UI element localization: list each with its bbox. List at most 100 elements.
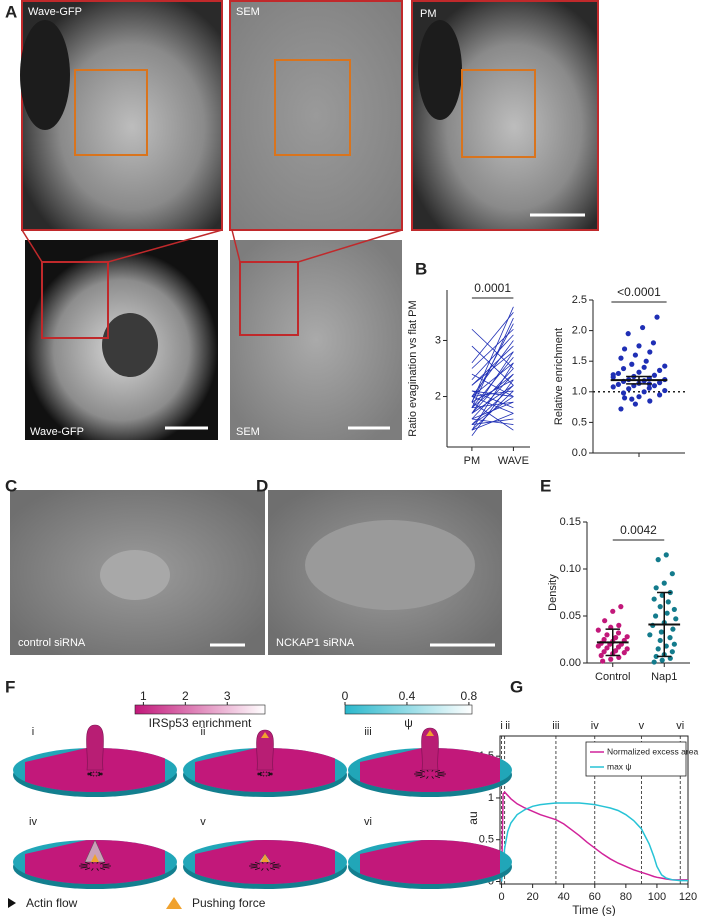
legend-label: Pushing force <box>192 896 266 910</box>
plot-frame <box>499 735 689 885</box>
pair-line <box>471 317 514 408</box>
pair-line <box>471 401 514 431</box>
actin-flow <box>98 774 103 776</box>
actin-flow <box>102 866 110 869</box>
x-tick-label: Control <box>595 671 630 683</box>
image-label: SEM <box>236 426 260 438</box>
x-axis-label: Time (s) <box>572 903 616 916</box>
actin-flow <box>267 774 271 777</box>
colorbar-label: ψ <box>404 716 413 730</box>
stage-label: vi <box>676 720 684 732</box>
actin-flow <box>434 769 441 773</box>
irsp53-region <box>360 840 500 884</box>
data-point <box>620 390 627 396</box>
x-tick-label: 0 <box>498 891 504 903</box>
colorbar-tick-label: 0.8 <box>461 689 478 703</box>
actin-flow <box>268 772 273 774</box>
y-axis-label: Relative enrichment <box>553 328 565 425</box>
actin-flow <box>87 772 92 774</box>
series-line <box>500 790 688 882</box>
y-tick-label: 2 <box>435 390 441 402</box>
pair-line <box>471 390 514 397</box>
data-point <box>615 381 621 388</box>
data-point <box>653 653 659 660</box>
data-point <box>665 599 671 605</box>
data-point <box>610 384 616 390</box>
series-line <box>500 802 688 882</box>
y-axis-label: au <box>466 811 480 824</box>
data-point <box>604 632 610 638</box>
actin-flow <box>269 861 276 865</box>
data-point <box>632 352 638 358</box>
y-tick-label: 2.5 <box>572 294 587 306</box>
actin-flow <box>259 774 263 777</box>
data-point <box>600 658 606 664</box>
actin-flow <box>89 771 93 774</box>
colorbar-label: IRSp53 enrichment <box>149 716 252 730</box>
actin-flow <box>415 771 423 774</box>
image-label: Wave-GFP <box>28 6 82 18</box>
panel-label: D <box>256 476 268 495</box>
data-point <box>610 372 616 378</box>
y-tick-label: 3 <box>435 334 441 346</box>
stage-label: v <box>200 816 206 828</box>
panel-label: G <box>510 677 523 696</box>
data-point <box>641 389 647 395</box>
y-tick-label: 0.5 <box>572 416 587 428</box>
data-point <box>671 606 677 613</box>
image-label: control siRNA <box>18 637 86 649</box>
actin-flow <box>267 771 271 774</box>
pushing-force <box>261 732 269 738</box>
data-point <box>625 331 631 337</box>
colorbar <box>344 704 473 715</box>
data-point <box>652 613 659 619</box>
actin-flow <box>250 866 258 869</box>
colorbar-tick-label: 0 <box>342 689 349 703</box>
data-point <box>647 632 653 638</box>
legend-box <box>585 741 687 777</box>
actin-flow <box>80 866 88 869</box>
protrusion <box>256 729 274 771</box>
data-point <box>657 637 663 644</box>
data-point <box>657 367 663 373</box>
actin-flow <box>269 867 276 871</box>
protrusion <box>86 724 104 771</box>
actin-flow <box>268 774 273 776</box>
legend-force <box>166 897 182 909</box>
data-point <box>610 608 616 614</box>
actin-flow <box>87 774 92 776</box>
actin-flow <box>97 774 101 777</box>
data-point <box>662 363 668 369</box>
data-point <box>647 398 653 404</box>
x-tick-label: 120 <box>679 891 697 903</box>
data-point <box>655 646 661 652</box>
pair-line <box>471 334 514 380</box>
legend-label: Actin flow <box>26 896 78 910</box>
data-point <box>632 401 638 407</box>
actin-flow <box>437 771 445 774</box>
pair-line <box>471 328 514 369</box>
membrane-disc <box>348 727 512 797</box>
x-tick-label: Nap1 <box>651 671 677 683</box>
data-point <box>664 610 670 616</box>
actin-flow <box>84 861 91 865</box>
x-tick-label: 40 <box>558 891 570 903</box>
pair-line <box>471 351 514 386</box>
colorbar-tick-label: 2 <box>182 689 189 703</box>
data-point <box>673 616 679 622</box>
colorbar-tick-label: 1 <box>140 689 147 703</box>
data-point <box>655 557 661 563</box>
actin-flow <box>91 868 94 871</box>
data-point <box>657 604 663 610</box>
membrane-disc <box>13 724 177 797</box>
stage-label: iv <box>591 720 599 732</box>
x-tick-label: 20 <box>527 891 539 903</box>
data-point <box>602 618 608 624</box>
data-point <box>647 349 653 355</box>
colorbar <box>134 704 266 715</box>
data-point <box>667 635 673 641</box>
image-label: PM <box>420 8 437 20</box>
actin-flow <box>98 772 103 774</box>
x-tick-label: 100 <box>648 891 666 903</box>
